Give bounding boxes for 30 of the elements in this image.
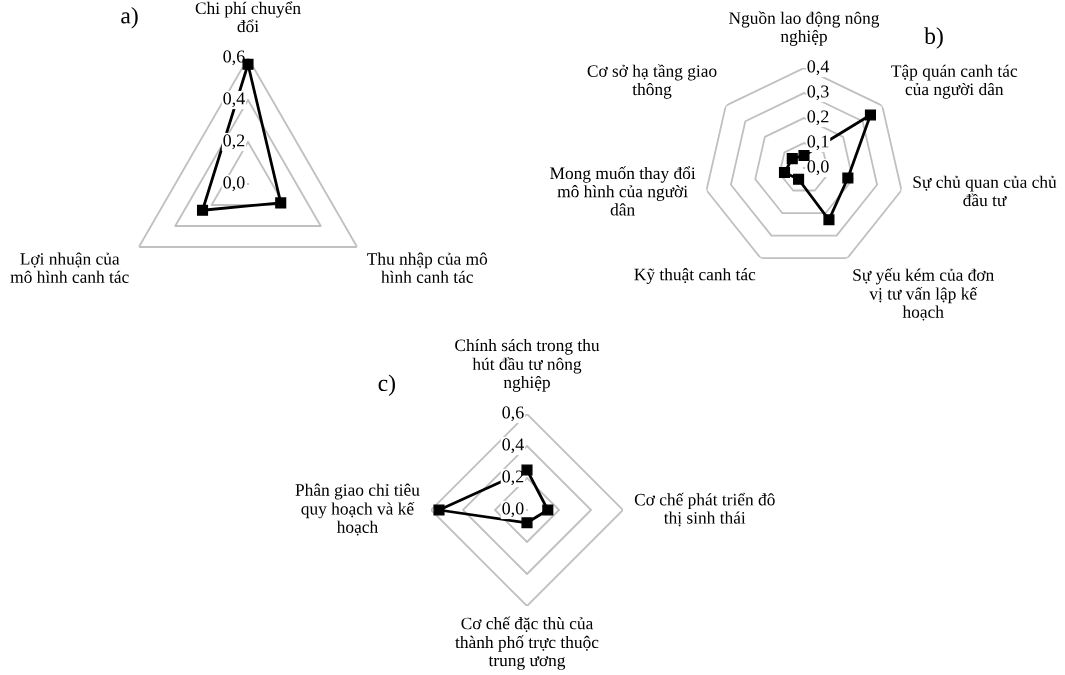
y-tick-label: 0,4 (807, 60, 830, 76)
text: c) (378, 374, 395, 396)
y-tick-label: 0,1 (807, 135, 829, 151)
y-tick-label: 0,6 (502, 406, 524, 422)
chart-title: a) (121, 6, 138, 29)
y-tick-label: 0,3 (807, 85, 829, 101)
y-tick-label: 0,6 (223, 50, 245, 66)
text: b) (924, 27, 943, 49)
y-tick-label: 0,0 (223, 176, 245, 192)
spoke-label: Cơ chế đặc thù của thành phố trực thuộc trung ương (455, 616, 599, 670)
spoke-label: Sự chủ quan của chủ đầu tư (913, 175, 1057, 207)
spoke-label: Cơ sở hạ tầng giao thông (587, 64, 717, 99)
spoke-label: Lợi nhuận của mô hình canh tác (10, 252, 129, 283)
y-tick-label: 0,0 (502, 502, 524, 518)
y-tick-label: 0,0 (807, 160, 829, 176)
spoke-label: Thu nhập của mô hình canh tác (367, 252, 488, 283)
spoke-label: Mong muốn thay đổi mô hình của người dân (550, 166, 696, 216)
y-tick-label: 0,4 (502, 438, 524, 454)
spoke-label: Kỹ thuật canh tác (634, 268, 756, 284)
y-tick-label: 0,2 (807, 110, 829, 126)
spoke-label: Chi phí chuyển đổi (195, 1, 301, 33)
spoke-label: Chính sách trong thu hút đầu tư nông nghiệp (455, 338, 600, 392)
y-tick-label: 0,4 (223, 92, 245, 108)
spoke-label: Tập quán canh tác của người dân (891, 64, 1018, 99)
spoke-label: Sự yếu kém của đơn vị tư vấn lập kế hoạch (853, 268, 994, 321)
y-tick-label: 0,2 (223, 134, 245, 150)
spoke-label: Nguồn lao động nông nghiệp (729, 11, 880, 46)
spoke-label: Cơ chế phát triển đô thị sinh thái (634, 492, 775, 527)
y-tick-label: 0,2 (502, 470, 524, 486)
spoke-label: Phân giao chỉ tiêu quy hoạch và kế hoạch (295, 483, 420, 536)
